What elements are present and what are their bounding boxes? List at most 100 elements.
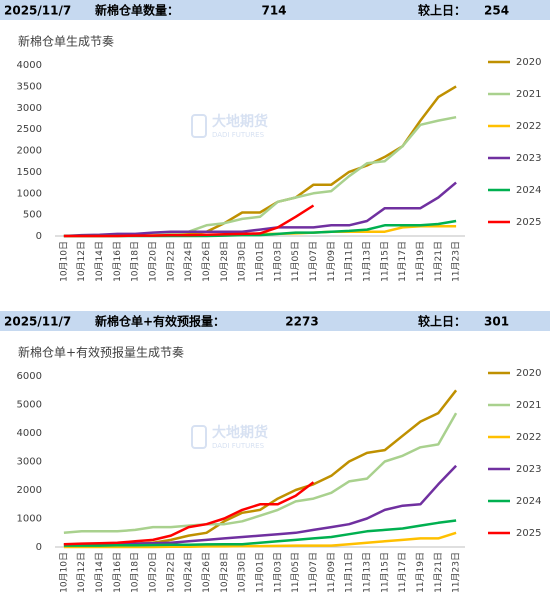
watermark-sub: DADI FUTURES [212, 131, 265, 139]
series-line [63, 412, 458, 535]
y-tick-label: 3500 [17, 81, 42, 92]
legend-label: 2021 [516, 89, 541, 100]
header-date: 2025/11/7 [4, 4, 71, 18]
series-line [63, 85, 457, 238]
watermark-logo [191, 425, 207, 449]
x-tick-label: 11月19日 [415, 552, 426, 593]
x-tick-label: 11月03日 [272, 552, 283, 593]
y-tick-label: 1000 [17, 514, 42, 525]
x-tick-label: 11月21日 [433, 241, 444, 282]
x-tick-label: 11月01日 [255, 241, 266, 282]
chart-panel: 2025/11/7 新棉仓单数量： 714 较上日： 254 新棉仓单生成节奏大地期货DA… [0, 0, 550, 282]
legend-label: 2023 [516, 153, 541, 164]
x-tick-label: 11月15日 [379, 241, 390, 282]
x-tick-label: 11月13日 [361, 552, 372, 593]
x-tick-label: 11月03日 [272, 241, 283, 282]
x-tick-label: 11月07日 [308, 552, 319, 593]
watermark-logo [191, 114, 207, 138]
x-tick-label: 11月09日 [326, 552, 337, 593]
watermark-name: 大地期货 [212, 113, 268, 130]
watermark-name: 大地期货 [212, 424, 268, 441]
x-tick-label: 10月28日 [219, 552, 230, 593]
x-tick-label: 11月17日 [397, 241, 408, 282]
header-bar [0, 311, 550, 331]
x-tick-label: 10月16日 [112, 552, 123, 593]
chart-panel: 2025/11/7 新棉仓单+有效预报量： 2273 较上日： 301 新棉仓单+有效预报… [0, 311, 550, 593]
x-tick-label: 10月30日 [237, 552, 248, 593]
x-tick-label: 10月26日 [201, 552, 212, 593]
y-tick-label: 4000 [17, 60, 42, 71]
legend-label: 2023 [516, 464, 541, 475]
x-tick-label: 11月13日 [361, 241, 372, 282]
x-tick-label: 10月24日 [183, 241, 194, 282]
y-tick-label: 3000 [17, 457, 42, 468]
header-change-label: 较上日： [418, 3, 466, 18]
x-tick-label: 10月20日 [148, 552, 159, 593]
series-line [63, 181, 457, 238]
header-bar [0, 0, 550, 20]
y-tick-label: 3000 [17, 103, 42, 114]
x-tick-label: 11月17日 [397, 552, 408, 593]
series-line [63, 204, 315, 238]
chart-title: 新棉仓单生成节奏 [18, 34, 114, 49]
x-tick-label: 10月18日 [130, 241, 141, 282]
series-line [63, 464, 458, 546]
x-tick-label: 10月14日 [94, 552, 105, 593]
x-tick-label: 11月05日 [290, 241, 301, 282]
y-tick-label: 2500 [17, 124, 42, 135]
header-change-label: 较上日： [418, 314, 466, 329]
y-tick-label: 2000 [17, 485, 42, 496]
legend-label: 2022 [516, 432, 541, 443]
x-tick-label: 11月01日 [255, 552, 266, 593]
x-tick-label: 10月14日 [94, 241, 105, 282]
legend-label: 2025 [516, 528, 541, 539]
x-tick-label: 10月28日 [219, 241, 230, 282]
y-tick-label: 2000 [17, 146, 42, 157]
x-tick-label: 10月24日 [183, 552, 194, 593]
legend-label: 2021 [516, 400, 541, 411]
y-tick-label: 5000 [17, 400, 42, 411]
x-tick-label: 11月21日 [433, 552, 444, 593]
x-tick-label: 11月11日 [344, 552, 355, 593]
x-tick-label: 10月20日 [148, 241, 159, 282]
x-tick-label: 11月09日 [326, 241, 337, 282]
y-tick-label: 6000 [17, 371, 42, 382]
series-line [63, 389, 458, 546]
y-tick-label: 500 [23, 210, 42, 221]
x-tick-label: 10月12日 [76, 552, 87, 593]
y-tick-label: 0 [36, 542, 42, 553]
series-line [63, 481, 315, 546]
header-change: 301 [484, 315, 509, 329]
x-tick-label: 11月19日 [415, 241, 426, 282]
legend-label: 2024 [516, 496, 541, 507]
x-tick-label: 11月23日 [451, 552, 462, 593]
x-tick-label: 10月18日 [130, 552, 141, 593]
x-tick-label: 10月10日 [58, 552, 69, 593]
x-tick-label: 11月23日 [451, 241, 462, 282]
x-tick-label: 11月07日 [308, 241, 319, 282]
x-tick-label: 10月16日 [112, 241, 123, 282]
header-value: 2273 [285, 315, 318, 329]
legend-label: 2022 [516, 121, 541, 132]
legend-label: 2024 [516, 185, 541, 196]
legend-label: 2020 [516, 368, 541, 379]
x-tick-label: 10月22日 [165, 552, 176, 593]
y-tick-label: 1000 [17, 188, 42, 199]
header-change: 254 [484, 4, 509, 18]
y-tick-label: 1500 [17, 167, 42, 178]
y-tick-label: 0 [36, 231, 42, 242]
x-tick-label: 10月30日 [237, 241, 248, 282]
x-tick-label: 11月05日 [290, 552, 301, 593]
header-date: 2025/11/7 [4, 315, 71, 329]
y-tick-label: 4000 [17, 428, 42, 439]
legend-label: 2025 [516, 217, 541, 228]
watermark-sub: DADI FUTURES [212, 442, 265, 450]
x-tick-label: 10月26日 [201, 241, 212, 282]
series-line [63, 519, 457, 547]
x-tick-label: 10月22日 [165, 241, 176, 282]
series-line [63, 531, 457, 549]
header-label: 新棉仓单数量： [95, 3, 179, 18]
